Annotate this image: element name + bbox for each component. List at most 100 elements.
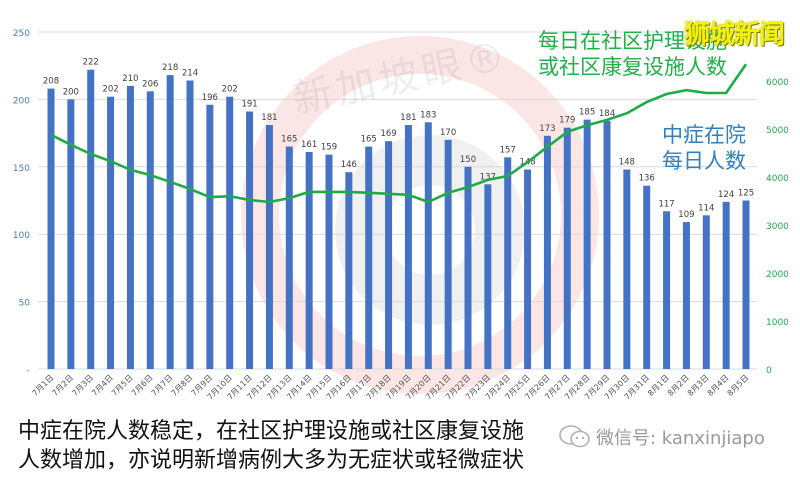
bar xyxy=(623,169,631,369)
bar-value-label: 202 xyxy=(102,85,118,95)
bar xyxy=(583,119,591,370)
bar-value-label: 109 xyxy=(678,210,694,220)
bar xyxy=(404,125,412,370)
bar xyxy=(325,154,333,369)
caption: 中症在院人数稳定，在社区护理设施或社区康复设施 人数增加，亦说明新增病例大多为无… xyxy=(18,417,524,475)
bar-value-label: 157 xyxy=(500,145,516,155)
bar-value-label: 183 xyxy=(420,110,436,120)
bar xyxy=(226,96,234,369)
bar-value-label: 161 xyxy=(301,140,317,150)
legend-bar-series: 中症在院 每日人数 xyxy=(662,122,746,174)
bar xyxy=(285,146,293,369)
bar xyxy=(305,151,313,369)
bar xyxy=(722,201,730,369)
right-axis: 0 1000 2000 3000 4000 5000 6000 xyxy=(766,78,789,376)
left-axis-tick: - xyxy=(27,366,30,376)
caption-line-1: 中症在院人数稳定，在社区护理设施或社区康复设施 xyxy=(18,419,525,444)
bar-value-label: 210 xyxy=(122,74,138,84)
bar xyxy=(365,146,373,369)
left-axis-tick: 100 xyxy=(13,231,30,241)
bar-value-label: 222 xyxy=(83,58,99,68)
bar-value-label: 136 xyxy=(639,174,655,184)
bar-value-label: 170 xyxy=(440,128,456,138)
bar xyxy=(126,85,134,370)
left-axis-tick: 50 xyxy=(19,299,31,309)
bar xyxy=(682,222,690,369)
bar xyxy=(702,215,710,369)
bar-value-label: 196 xyxy=(202,93,218,103)
bar-value-label: 125 xyxy=(738,189,754,199)
bar-data-labels: 2082002222022102062182141962021911811651… xyxy=(43,58,754,220)
left-axis-tick: 250 xyxy=(13,29,30,39)
wechat-icon xyxy=(559,425,590,448)
bar-value-label: 165 xyxy=(281,135,297,145)
bar-value-label: 218 xyxy=(162,63,178,73)
bar-value-label: 185 xyxy=(579,108,595,118)
bar xyxy=(484,184,492,369)
bar-value-label: 173 xyxy=(539,124,555,134)
right-axis-tick: 0 xyxy=(766,366,772,376)
caption-line-2: 人数增加，亦说明新增病例大多为无症状或轻微症状 xyxy=(18,448,525,473)
bar-value-label: 169 xyxy=(380,129,396,139)
legend-bar-label-2: 每日人数 xyxy=(662,149,746,173)
bar xyxy=(543,135,551,369)
bar-value-label: 181 xyxy=(400,113,416,123)
bar-value-label: 181 xyxy=(261,113,277,123)
bar-value-label: 200 xyxy=(63,87,79,97)
bar xyxy=(206,104,214,370)
right-axis-tick: 2000 xyxy=(766,270,789,280)
line-path xyxy=(50,63,748,204)
bar-value-label: 159 xyxy=(321,143,337,153)
right-axis-tick: 4000 xyxy=(766,174,789,184)
right-axis-tick: 3000 xyxy=(766,222,789,232)
bar-value-label: 179 xyxy=(559,116,575,126)
bar-value-label: 146 xyxy=(341,160,357,170)
legend-line-label-1: 每日在社区护理设施 xyxy=(538,29,727,53)
left-axis-tick: 200 xyxy=(13,96,30,106)
bar-value-label: 124 xyxy=(718,190,734,200)
bar xyxy=(146,91,154,369)
x-axis-label: 8月5日 xyxy=(726,373,751,398)
bar xyxy=(742,200,750,369)
bar xyxy=(504,157,512,369)
bar xyxy=(67,99,75,370)
bar xyxy=(345,172,353,369)
bar xyxy=(186,80,194,369)
bar-value-label: 208 xyxy=(43,77,59,87)
bar xyxy=(603,120,611,369)
bar-value-label: 191 xyxy=(241,100,257,110)
bar-value-label: 137 xyxy=(480,172,496,182)
bar xyxy=(47,88,55,369)
left-axis-tick: 150 xyxy=(13,164,30,174)
right-axis-tick: 1000 xyxy=(766,318,789,328)
bar xyxy=(524,169,532,369)
bar-value-label: 184 xyxy=(599,109,615,119)
bar xyxy=(563,127,571,369)
bar xyxy=(166,75,174,370)
wechat-id: 微信号: kanxinjiapo xyxy=(596,428,765,449)
bar xyxy=(424,122,432,369)
gridlines xyxy=(38,31,757,370)
bar xyxy=(107,96,115,369)
legend-line-label-2: 或社区康复设施人数 xyxy=(538,55,727,79)
legend-bar-label-1: 中症在院 xyxy=(662,123,746,147)
bar xyxy=(444,139,452,369)
legend-line-series: 每日在社区护理设施 或社区康复设施人数 xyxy=(538,28,727,80)
bar xyxy=(663,211,671,369)
bar-value-label: 150 xyxy=(460,155,476,165)
bar-value-label: 148 xyxy=(619,157,635,167)
bar xyxy=(385,141,393,369)
right-axis-tick: 6000 xyxy=(766,78,789,88)
bar-value-label: 206 xyxy=(142,79,158,89)
bar xyxy=(464,166,472,369)
bar-series xyxy=(47,69,750,370)
right-axis-tick: 5000 xyxy=(766,126,789,136)
bar-value-label: 202 xyxy=(222,85,238,95)
brand-watermark: 狮城新闻 xyxy=(684,20,785,50)
bar-value-label: 165 xyxy=(361,135,377,145)
bar-value-label: 114 xyxy=(698,203,714,213)
bar xyxy=(87,69,95,369)
bar xyxy=(643,185,651,369)
